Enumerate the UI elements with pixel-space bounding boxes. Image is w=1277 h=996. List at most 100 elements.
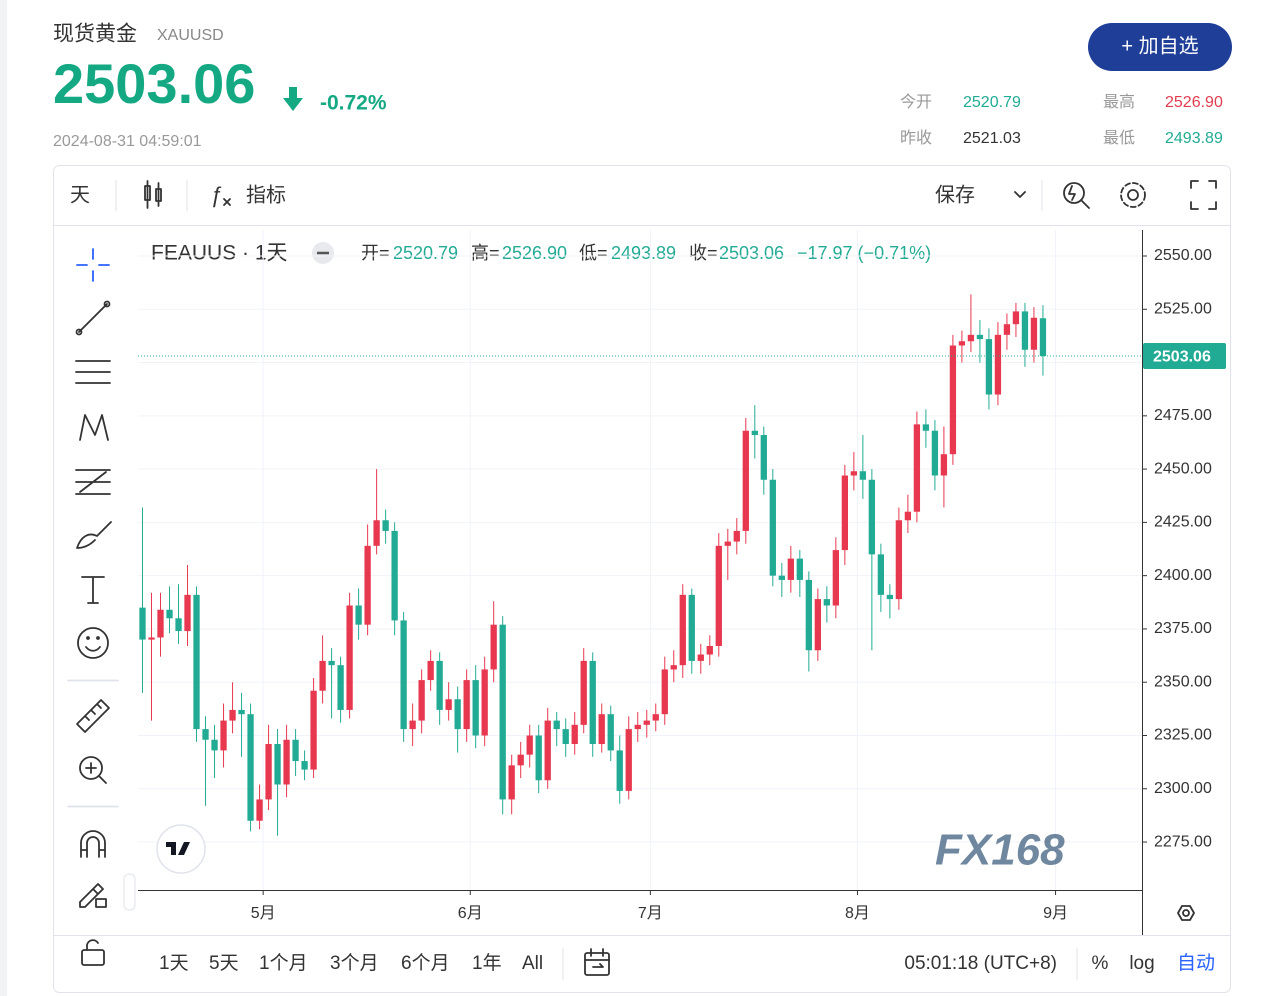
y-tick-label: 2400.00: [1154, 567, 1212, 584]
candle-body: [643, 720, 650, 725]
y-tick-label: 2425.00: [1154, 514, 1212, 531]
log-toggle[interactable]: log: [1129, 953, 1154, 974]
alert-icon[interactable]: [1063, 182, 1090, 209]
candle-body: [949, 345, 957, 455]
candle-body: [535, 735, 542, 781]
candle-body: [445, 699, 452, 710]
collapse-handle[interactable]: [123, 873, 136, 911]
candle-body: [580, 660, 587, 725]
candle-body: [679, 594, 686, 666]
candle-body: [517, 754, 524, 766]
legend-value: 2503.06: [719, 243, 784, 263]
candle-body: [265, 744, 272, 800]
percent-toggle[interactable]: %: [1092, 953, 1109, 974]
watermark: FX168: [935, 826, 1065, 875]
magnet-tool[interactable]: [80, 830, 106, 858]
fx-icon[interactable]: ƒ: [210, 182, 222, 207]
drawing-tools: [67, 248, 119, 966]
candle-body: [202, 729, 209, 740]
watchlist-button[interactable]: + 加自选: [1088, 23, 1232, 71]
y-tick-label: 2525.00: [1154, 300, 1212, 317]
last-price-tag: [1143, 343, 1226, 370]
brush-tool[interactable]: [76, 521, 112, 549]
stat-label: 今开: [900, 93, 932, 111]
candle-body: [913, 424, 921, 512]
range-button[interactable]: 5天: [209, 953, 239, 974]
stat-value: 2521.03: [963, 130, 1021, 147]
candle-body: [319, 660, 326, 691]
left-edge: [0, 0, 7, 996]
candle-body: [301, 761, 308, 770]
candle-body: [229, 709, 236, 721]
candle-body: [616, 750, 623, 791]
auto-toggle[interactable]: 自动: [1177, 952, 1215, 974]
candle-body: [553, 720, 560, 730]
candle-body: [526, 735, 533, 755]
candle-body: [1021, 311, 1029, 350]
candle-body: [355, 605, 362, 625]
candle-body: [1039, 318, 1047, 357]
candle-body: [652, 714, 659, 721]
candle-body: [193, 594, 200, 730]
pattern-tool[interactable]: [79, 414, 109, 441]
trendline-tool[interactable]: [78, 303, 108, 333]
range-button[interactable]: 1个月: [259, 952, 308, 974]
interval-button[interactable]: 天: [70, 184, 90, 206]
candle-body: [967, 334, 975, 342]
candle-body: [571, 724, 578, 745]
indicators-button[interactable]: 指标: [246, 183, 286, 206]
range-button[interactable]: 6个月: [401, 952, 450, 974]
save-chevron[interactable]: [1014, 191, 1026, 198]
candle-body: [562, 729, 569, 745]
goto-date-icon[interactable]: [584, 948, 610, 976]
chart-style-icon[interactable]: [144, 180, 162, 209]
range-button[interactable]: All: [522, 953, 543, 974]
candle-body: [283, 739, 290, 785]
fib-tool[interactable]: [75, 360, 111, 384]
fullscreen-icon[interactable]: [1190, 180, 1217, 210]
lock-drawing-tool[interactable]: [79, 883, 104, 908]
candle-body: [391, 530, 398, 621]
button-label[interactable]: + 加自选: [1121, 34, 1198, 57]
candle-body: [976, 334, 984, 340]
stat-label: 最高: [1103, 93, 1135, 111]
candle-body: [814, 599, 821, 651]
save-button[interactable]: 保存: [935, 183, 975, 206]
emoji-tool[interactable]: [77, 627, 109, 659]
asset-name: 现货黄金: [53, 23, 137, 46]
range-button[interactable]: 3个月: [330, 952, 379, 974]
plot: 2275.00 2300.00 2325.00 2350.00 2375.00 2400.…: [138, 230, 1226, 922]
candle-body: [994, 334, 1002, 395]
legend-label: 高=: [471, 243, 500, 263]
crosshair-tool[interactable]: [76, 248, 110, 282]
range-button[interactable]: 1天: [159, 953, 189, 974]
candle-body: [985, 339, 993, 395]
legend-symbol: FEAUUS · 1天: [151, 242, 288, 265]
ruler-tool[interactable]: [76, 699, 110, 733]
legend-label: 开=: [361, 243, 390, 263]
stat-label: 最低: [1103, 129, 1135, 147]
candle-body: [760, 435, 767, 480]
legend-label: 收=: [689, 243, 718, 263]
projection-tool[interactable]: [75, 469, 111, 495]
unlock-tool[interactable]: [81, 949, 105, 966]
zoom-tool[interactable]: [79, 756, 103, 780]
candle-body: [634, 724, 641, 730]
asset-symbol: XAUUSD: [157, 27, 224, 44]
candle-body: [364, 545, 371, 625]
candle-body: [463, 680, 470, 730]
candle-body: [940, 454, 948, 476]
candle-body: [1030, 317, 1038, 350]
legend-value: 2520.79: [393, 243, 458, 263]
candle-body: [850, 471, 858, 476]
settings-icon[interactable]: [1120, 182, 1146, 208]
axis-settings-icon[interactable]: [1177, 905, 1195, 921]
candle-body: [688, 594, 695, 661]
candle-body: [697, 654, 704, 661]
candle-body: [211, 739, 218, 751]
candle-body: [157, 609, 164, 638]
candle-body: [724, 541, 731, 546]
button-bg[interactable]: [1088, 23, 1232, 71]
range-button[interactable]: 1年: [472, 952, 502, 974]
text-tool[interactable]: [81, 576, 105, 604]
